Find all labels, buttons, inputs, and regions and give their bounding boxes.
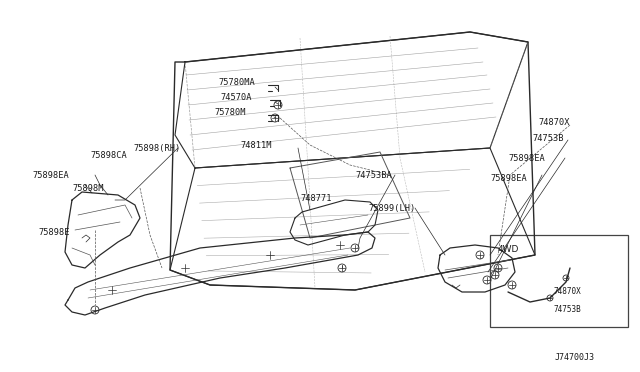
- Text: 4WD: 4WD: [498, 244, 520, 253]
- Text: 75898EA: 75898EA: [508, 154, 545, 163]
- Text: 75780MA: 75780MA: [218, 77, 255, 87]
- Text: 74753BA: 74753BA: [355, 170, 392, 180]
- Text: 75898EA: 75898EA: [490, 173, 527, 183]
- Text: 74753B: 74753B: [554, 305, 582, 314]
- Text: 75898(RH): 75898(RH): [133, 144, 180, 153]
- Text: 74811M: 74811M: [240, 141, 271, 150]
- Text: 74870X: 74870X: [554, 288, 582, 296]
- Text: 75898M: 75898M: [72, 183, 104, 192]
- Text: 75780M: 75780M: [214, 108, 246, 116]
- Text: 74570A: 74570A: [220, 93, 252, 102]
- Text: 75898CA: 75898CA: [90, 151, 127, 160]
- Text: 748771: 748771: [300, 193, 332, 202]
- Bar: [490, 235, 628, 327]
- Text: 75898E: 75898E: [38, 228, 70, 237]
- Text: 75898EA: 75898EA: [32, 170, 68, 180]
- Text: 75899(LH): 75899(LH): [368, 203, 415, 212]
- Text: 74753B: 74753B: [532, 134, 563, 142]
- Text: 74870X: 74870X: [538, 118, 570, 126]
- Text: J74700J3: J74700J3: [555, 353, 595, 362]
